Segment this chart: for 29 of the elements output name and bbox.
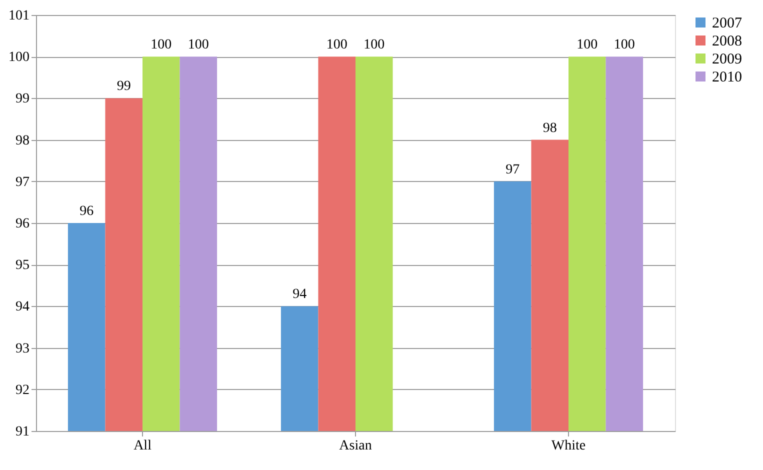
legend-label: 2007 bbox=[712, 16, 742, 32]
x-tick-label: Asian bbox=[339, 438, 372, 454]
y-tick-label: 96 bbox=[16, 216, 30, 232]
legend-label: 2010 bbox=[712, 70, 742, 86]
x-tick-label: All bbox=[134, 438, 152, 454]
data-label: 100 bbox=[188, 38, 209, 53]
legend-label: 2009 bbox=[712, 52, 742, 68]
y-tick-label: 93 bbox=[16, 341, 30, 356]
data-label: 96 bbox=[80, 204, 94, 219]
data-label: 100 bbox=[364, 38, 385, 53]
data-label: 94 bbox=[292, 287, 307, 302]
data-label: 100 bbox=[150, 38, 172, 53]
y-tick-label: 97 bbox=[16, 174, 30, 190]
legend-label: 2008 bbox=[712, 34, 742, 50]
y-tick-label: 99 bbox=[16, 92, 30, 107]
y-tick-label: 98 bbox=[16, 133, 30, 148]
y-tick-label: 92 bbox=[16, 382, 30, 398]
y-tick-label: 101 bbox=[8, 8, 30, 24]
data-label: 97 bbox=[506, 162, 520, 178]
data-label: 99 bbox=[116, 79, 131, 94]
y-tick-label: 94 bbox=[16, 300, 30, 315]
data-label: 98 bbox=[542, 120, 557, 136]
y-tick-label: 100 bbox=[8, 50, 30, 66]
data-label: 100 bbox=[576, 38, 598, 53]
data-label: 100 bbox=[326, 38, 348, 53]
y-tick-label: 95 bbox=[16, 258, 30, 274]
y-tick-label: 91 bbox=[16, 424, 30, 440]
data-label: 100 bbox=[614, 38, 635, 53]
x-tick-label: White bbox=[551, 438, 586, 454]
